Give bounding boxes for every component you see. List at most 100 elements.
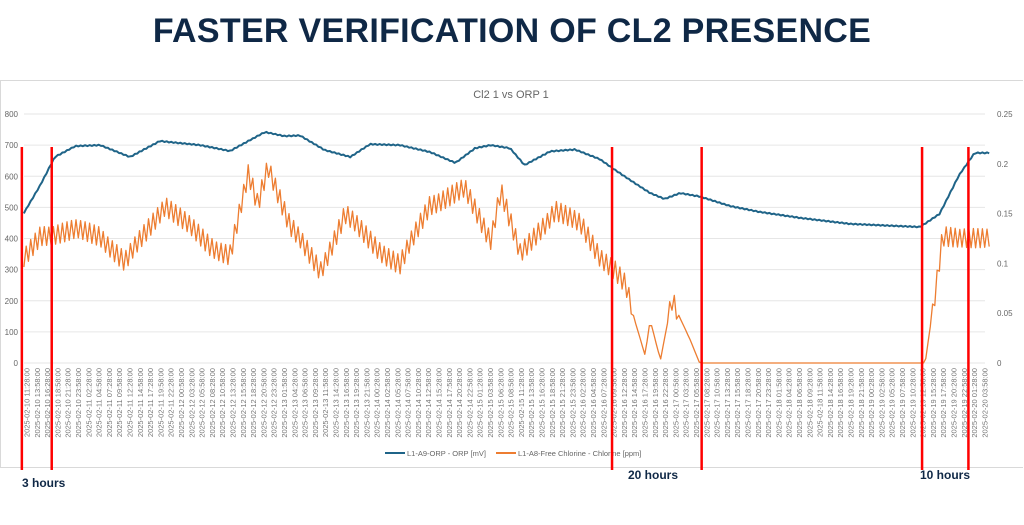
- x-tick-label: 2025-02-17 20:58:00: [754, 368, 763, 438]
- x-tick-label: 2025-02-17 18:28:00: [744, 368, 753, 438]
- x-tick-label: 2025-02-17 10:58:00: [713, 368, 722, 438]
- x-tick-label: 2025-02-11 17:28:00: [146, 368, 155, 437]
- legend-label-chlorine: L1-A8-Free Chlorine - Chlorine [ppm]: [518, 449, 641, 458]
- x-tick-label: 2025-02-14 20:28:00: [455, 368, 464, 438]
- x-tick-label: 2025-02-11 22:28:00: [167, 368, 176, 437]
- x-tick-label: 2025-02-19 10:28:00: [908, 368, 917, 438]
- x-tick-label: 2025-02-18 14:28:00: [826, 368, 835, 438]
- x-tick-label: 2025-02-14 05:28:00: [393, 368, 402, 438]
- x-tick-label: 2025-02-12 08:28:00: [208, 368, 217, 438]
- x-tick-label: 2025-02-17 00:58:00: [671, 368, 680, 438]
- x-tick-label: 2025-02-12 05:58:00: [198, 368, 207, 438]
- x-tick-label: 2025-02-16 09:58:00: [610, 368, 619, 438]
- x-tick-label: 2025-02-18 11:58:00: [816, 368, 825, 437]
- x-tick-label: 2025-02-19 02:58:00: [877, 368, 886, 438]
- legend-label-orp: L1-A9-ORP - ORP [mV]: [407, 449, 486, 458]
- x-tick-label: 2025-02-12 00:58:00: [177, 368, 186, 438]
- x-tick-label: 2025-02-13 06:58:00: [301, 368, 310, 438]
- left-tick-label: 200: [5, 297, 19, 306]
- x-tick-label: 2025-02-16 04:58:00: [589, 368, 598, 438]
- x-tick-label: 2025-02-19 00:28:00: [867, 368, 876, 438]
- x-tick-label: 2025-02-14 10:28:00: [414, 368, 423, 438]
- x-tick-label: 2025-02-18 09:28:00: [805, 368, 814, 438]
- gridlines: [24, 113, 985, 364]
- left-tick-label: 400: [5, 235, 19, 244]
- x-tick-label: 2025-02-19 17:58:00: [939, 368, 948, 438]
- chart-title: Cl2 1 vs ORP 1: [473, 89, 549, 101]
- x-tick-label: 2025-02-14 00:28:00: [373, 368, 382, 438]
- left-tick-label: 600: [5, 172, 19, 181]
- x-tick-label: 2025-02-20 03:58:00: [980, 368, 989, 438]
- x-tick-label: 2025-02-19 05:28:00: [888, 368, 897, 438]
- x-tick-label: 2025-02-17 15:58:00: [733, 368, 742, 438]
- x-tick-label: 2025-02-15 13:58:00: [527, 368, 536, 438]
- left-tick-label: 0: [14, 359, 19, 368]
- x-tick-label: 2025-02-18 04:28:00: [785, 368, 794, 438]
- chlorine-series-line: [23, 162, 990, 364]
- x-tick-label: 2025-02-11 02:28:00: [84, 368, 93, 437]
- time-markers: [20, 147, 970, 470]
- orp-series-line: [23, 130, 990, 229]
- x-tick-label: 2025-02-15 18:58:00: [548, 368, 557, 438]
- x-tick-label: 2025-02-11 07:28:00: [105, 368, 114, 437]
- x-tick-label: 2025-02-14 02:58:00: [383, 368, 392, 438]
- x-tick-label: 2025-02-13 19:28:00: [352, 368, 361, 438]
- x-tick-label: 2025-02-18 21:58:00: [857, 368, 866, 438]
- x-tick-label: 2025-02-13 09:28:00: [311, 368, 320, 438]
- x-tick-label: 2025-02-16 19:58:00: [651, 368, 660, 438]
- x-tick-label: 2025-02-12 13:28:00: [229, 368, 238, 438]
- x-tick-label: 2025-02-16 17:28:00: [641, 368, 650, 438]
- x-tick-label: 2025-02-15 21:28:00: [558, 368, 567, 438]
- x-tick-label: 2025-02-15 23:58:00: [568, 368, 577, 438]
- x-tick-label: 2025-02-20 01:28:00: [970, 368, 979, 438]
- right-axis: 0 0.05 0.1 0.15 0.2 0.25: [997, 110, 1013, 368]
- x-tick-label: 2025-02-11 12:28:00: [126, 368, 135, 437]
- x-tick-label: 2025-02-14 15:28:00: [435, 368, 444, 438]
- series-lines: [23, 130, 990, 364]
- right-tick-label: 0.05: [997, 309, 1013, 318]
- legend: L1-A9-ORP - ORP [mV] L1-A8-Free Chlorine…: [385, 449, 641, 458]
- x-tick-label: 2025-02-17 08:28:00: [702, 368, 711, 438]
- x-tick-label: 2025-02-10 23:58:00: [74, 368, 83, 438]
- x-tick-label: 2025-02-13 04:28:00: [290, 368, 299, 438]
- x-tick-label: 2025-02-10 21:28:00: [64, 368, 73, 438]
- x-tick-label: 2025-02-16 14:58:00: [630, 368, 639, 438]
- x-tick-label: 2025-02-11 14:58:00: [136, 368, 145, 437]
- x-tick-label: 2025-02-19 15:28:00: [929, 368, 938, 438]
- x-tick-label: 2025-02-15 03:58:00: [486, 368, 495, 438]
- x-tick-label: 2025-02-15 11:28:00: [517, 368, 526, 437]
- x-tick-label: 2025-02-14 17:58:00: [445, 368, 454, 438]
- right-tick-label: 0.1: [997, 259, 1009, 268]
- x-tick-label: 2025-02-10 18:58:00: [53, 368, 62, 438]
- x-tick-label: 2025-02-19 07:58:00: [898, 368, 907, 438]
- slide-title: FASTER VERIFICATION OF CL2 PRESENCE: [152, 12, 872, 50]
- x-tick-label: 2025-02-14 07:58:00: [404, 368, 413, 438]
- left-tick-label: 300: [5, 266, 19, 275]
- right-tick-label: 0: [997, 359, 1002, 368]
- x-tick-label: 2025-02-12 23:28:00: [270, 368, 279, 438]
- x-tick-label: 2025-02-10 16:28:00: [43, 368, 52, 438]
- x-tick-label: 2025-02-12 20:58:00: [259, 368, 268, 438]
- x-tick-label: 2025-02-15 08:58:00: [507, 368, 516, 438]
- annotation-3-hours: 3 hours: [22, 476, 66, 490]
- x-tick-label: 2025-02-11 19:58:00: [156, 368, 165, 437]
- x-tick-label: 2025-02-19 22:58:00: [960, 368, 969, 438]
- right-tick-label: 0.2: [997, 160, 1009, 169]
- x-tick-label: 2025-02-15 16:28:00: [538, 368, 547, 438]
- x-tick-label: 2025-02-13 21:58:00: [362, 368, 371, 438]
- left-tick-label: 100: [5, 328, 19, 337]
- annotation-10-hours: 10 hours: [920, 468, 971, 482]
- x-tick-label: 2025-02-14 22:58:00: [465, 368, 474, 438]
- left-tick-label: 800: [5, 110, 19, 119]
- x-tick-label: 2025-02-14 12:58:00: [424, 368, 433, 438]
- x-tick-label: 2025-02-13 14:28:00: [332, 368, 341, 438]
- x-tick-label: 2025-02-18 16:58:00: [836, 368, 845, 438]
- x-tick-label: 2025-02-17 05:58:00: [692, 368, 701, 438]
- x-tick-label: 2025-02-10 11:28:00: [23, 368, 32, 437]
- x-tick-label: 2025-02-13 01:58:00: [280, 368, 289, 438]
- right-tick-label: 0.15: [997, 210, 1013, 219]
- x-tick-label: 2025-02-12 15:58:00: [239, 368, 248, 438]
- chart-frame: [0, 80, 1023, 468]
- x-tick-label: 2025-02-17 03:28:00: [682, 368, 691, 438]
